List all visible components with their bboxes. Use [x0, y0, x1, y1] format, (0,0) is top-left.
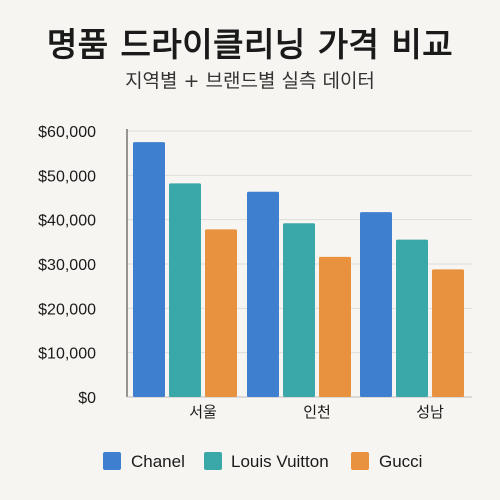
y-tick-label: $0	[78, 390, 96, 407]
y-tick-label: $10,000	[38, 346, 96, 363]
bar-chanel	[247, 191, 279, 397]
bar-louis-vuitton	[169, 183, 201, 397]
y-tick-label: $20,000	[38, 301, 96, 318]
bar-chanel	[360, 212, 392, 397]
legend-swatch	[204, 452, 222, 470]
y-tick-label: $60,000	[38, 124, 96, 141]
x-tick-label: 성남	[416, 403, 444, 421]
bar-louis-vuitton	[396, 239, 428, 397]
bar-louis-vuitton	[283, 223, 315, 397]
chart-title: 명품 드라이클리닝 가격 비교	[46, 25, 454, 64]
bar-gucci	[205, 229, 237, 397]
legend-label: Chanel	[131, 452, 185, 471]
bar-gucci	[319, 256, 351, 397]
x-tick-label: 인천	[303, 403, 331, 421]
chart-subtitle: 지역별 + 브랜드별 실측 데이터	[125, 70, 375, 92]
y-tick-label: $40,000	[38, 213, 96, 230]
y-tick-label: $30,000	[38, 257, 96, 274]
legend-label: Louis Vuitton	[231, 452, 329, 471]
x-tick-label: 서울	[189, 403, 217, 421]
y-tick-label: $50,000	[38, 168, 96, 185]
legend-swatch	[351, 452, 369, 470]
bar-chanel	[133, 142, 165, 397]
legend-swatch	[103, 452, 121, 470]
bar-gucci	[432, 269, 464, 397]
legend-label: Gucci	[379, 452, 422, 471]
